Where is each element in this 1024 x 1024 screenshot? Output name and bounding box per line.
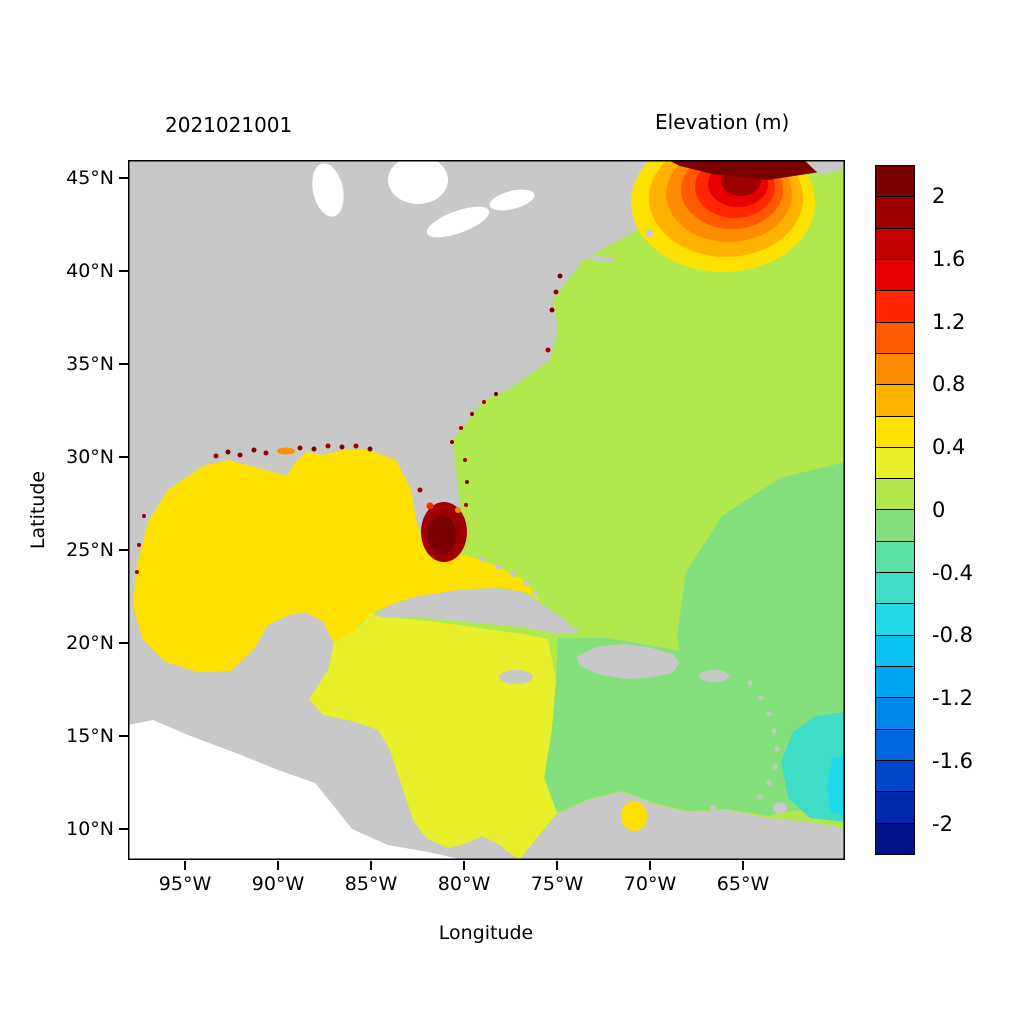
x-tick-label: 65°W — [716, 873, 770, 895]
colorbar-tick-label: 0 — [932, 498, 946, 522]
colorbar-band — [876, 416, 914, 448]
gulf-of-mexico — [133, 450, 541, 672]
outside-domain-pacific — [128, 720, 464, 860]
colorbar-tick-label: -1.6 — [932, 749, 973, 773]
y-tick-label: 25°N — [66, 539, 114, 561]
colorbar-band — [876, 353, 914, 386]
colorbar — [875, 165, 915, 855]
colorbar-tick-label: -1.2 — [932, 686, 973, 710]
x-tick — [649, 861, 651, 870]
colorbar-band — [876, 322, 914, 354]
fundy-high-anomaly — [631, 160, 828, 272]
y-tick-label: 40°N — [66, 260, 114, 282]
caribbean-west — [309, 612, 557, 860]
island-hispaniola — [576, 644, 680, 679]
nova-scotia-sliver — [804, 160, 845, 175]
colorbar-band — [876, 823, 914, 854]
y-tick — [119, 177, 128, 179]
colorbar-band — [876, 291, 914, 323]
low-elevation-cyan — [827, 756, 845, 816]
colorbar-tick-label: 2 — [932, 184, 946, 208]
x-tick-label: 95°W — [158, 873, 212, 895]
x-tick — [463, 861, 465, 870]
islands-lesser-antilles — [710, 680, 787, 814]
x-tick — [742, 861, 744, 870]
y-tick — [119, 270, 128, 272]
y-tick — [119, 735, 128, 737]
y-tick-label: 15°N — [66, 725, 114, 747]
colorbar-band — [876, 259, 914, 292]
colorbar-tick-label: -2 — [932, 812, 953, 836]
y-tick-label: 45°N — [66, 167, 114, 189]
islands-land — [372, 160, 845, 814]
colorbar-band — [876, 698, 914, 730]
coastal-maxima-speckles — [135, 273, 563, 574]
colorbar-band — [876, 166, 914, 198]
colorbar-tick-label: 0.4 — [932, 435, 966, 459]
y-tick — [119, 549, 128, 551]
venezuela-yellow-patch — [621, 801, 647, 831]
y-tick-label: 20°N — [66, 632, 114, 654]
colorbar-tick-label: 1.6 — [932, 247, 966, 271]
x-tick-label: 85°W — [344, 873, 398, 895]
y-tick-label: 10°N — [66, 818, 114, 840]
map-plot — [128, 160, 845, 860]
islands-bahamas — [480, 556, 579, 633]
island-jamaica — [499, 670, 533, 684]
colorbar-tick-label: -0.8 — [932, 623, 973, 647]
y-tick — [119, 456, 128, 458]
x-tick-label: 75°W — [530, 873, 584, 895]
y-tick-label: 30°N — [66, 446, 114, 468]
plot-frame — [128, 160, 845, 860]
colorbar-tick-label: 0.8 — [932, 372, 966, 396]
x-tick-label: 80°W — [437, 873, 491, 895]
plot-title: 2021021001 — [165, 113, 293, 137]
caribbean-east — [544, 638, 845, 816]
colorbar-band — [876, 792, 914, 824]
x-tick — [184, 861, 186, 870]
x-tick — [556, 861, 558, 870]
colorbar-band — [876, 760, 914, 793]
colorbar-band — [876, 667, 914, 699]
island-cuba — [372, 588, 576, 634]
y-tick — [119, 828, 128, 830]
y-tick — [119, 363, 128, 365]
x-tick — [370, 861, 372, 870]
long-island — [579, 253, 614, 263]
x-axis-label: Longitude — [438, 922, 534, 944]
y-tick-label: 35°N — [66, 353, 114, 375]
colorbar-band — [876, 604, 914, 636]
y-tick — [119, 642, 128, 644]
x-tick — [277, 861, 279, 870]
colorbar-band — [876, 197, 914, 229]
colorbar-band — [876, 510, 914, 542]
colorbar-band — [876, 541, 914, 574]
colorbar-band — [876, 479, 914, 511]
colorbar-band — [876, 573, 914, 605]
colorbar-title: Elevation (m) — [655, 110, 790, 134]
colorbar-tick-label: 1.2 — [932, 310, 966, 334]
florida-high-anomaly — [417, 487, 467, 562]
x-tick-label: 90°W — [251, 873, 305, 895]
island-puerto-rico — [699, 670, 729, 682]
colorbar-tick-label: -0.4 — [932, 561, 973, 585]
great-lakes — [312, 160, 535, 238]
x-tick-label: 70°W — [623, 873, 677, 895]
cape-cod — [645, 229, 653, 237]
colorbar-band — [876, 228, 914, 260]
colorbar-band — [876, 447, 914, 480]
colorbar-band — [876, 729, 914, 761]
colorbar-band — [876, 635, 914, 667]
colorbar-band — [876, 385, 914, 417]
